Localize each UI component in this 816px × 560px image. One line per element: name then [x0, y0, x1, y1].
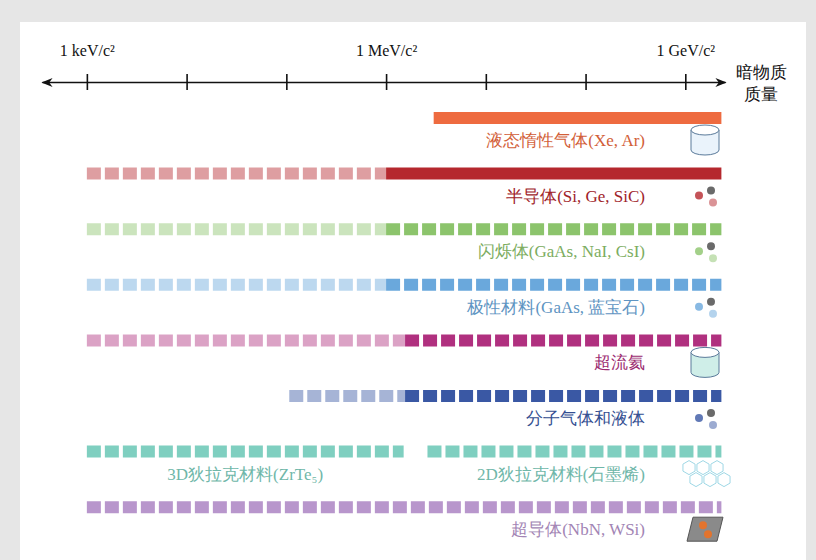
range-bar: [405, 334, 721, 346]
range-bar: [87, 334, 405, 346]
range-bar: [405, 390, 721, 402]
material-icon: [695, 242, 717, 262]
labels: 液态惰性气体(Xe, Ar) 半导体(Si, Ge, SiC) 闪烁体(GaAs, …: [167, 131, 645, 539]
tick: [187, 74, 188, 90]
tick-mark: [685, 74, 687, 90]
range-bar: [386, 168, 721, 180]
tick: [286, 74, 287, 90]
plot-area: [87, 118, 722, 507]
range-bar: [386, 279, 721, 291]
material-icon: [695, 409, 717, 429]
frame: [0, 0, 816, 560]
series-label: 3D狄拉克材料(ZrTe₅): [167, 465, 323, 484]
range-bar: [427, 446, 721, 458]
range-bar: [87, 446, 404, 458]
panel: [20, 22, 806, 560]
axis-line: [43, 82, 726, 84]
tick-mark: [286, 74, 288, 90]
series-label: 2D狄拉克材料(石墨烯): [477, 465, 645, 484]
range-bar: [289, 390, 405, 402]
tick-label: 1 MeV/c²: [356, 42, 417, 59]
tick: 1 MeV/c²: [356, 42, 417, 90]
range-bar: [87, 501, 722, 513]
tick-mark: [386, 74, 388, 90]
tick-mark: [186, 74, 188, 90]
chart: 1 keV/c² 1 MeV/c² 1 GeV/c² 暗物质质量液态惰性气体(Xe, …: [0, 0, 816, 560]
tick-mark: [87, 74, 89, 90]
material-icon: [687, 517, 723, 541]
material-icon: [691, 347, 719, 377]
tick: 1 keV/c²: [60, 42, 115, 90]
tick: [586, 74, 587, 90]
tick-label: 1 GeV/c²: [657, 42, 716, 59]
tick-label: 1 keV/c²: [60, 42, 115, 59]
series-label: 闪烁体(GaAs, NaI, CsI): [478, 242, 645, 261]
material-icon: [683, 461, 730, 487]
series-label: 极性材料(GaAs, 蓝宝石): [466, 298, 645, 317]
range-bar: [87, 168, 386, 180]
material-icon: [695, 298, 717, 318]
material-icon: [695, 187, 717, 207]
series-label: 超导体(NbN, WSi): [511, 520, 645, 539]
tick: 1 GeV/c²: [657, 42, 716, 90]
x-axis: 1 keV/c² 1 MeV/c² 1 GeV/c²: [43, 42, 726, 90]
range-bar: [87, 223, 386, 235]
tick-mark: [486, 74, 488, 90]
series-label: 分子气体和液体: [526, 409, 645, 428]
range-bar: [434, 112, 722, 124]
material-icon: [691, 125, 719, 155]
tick-mark: [585, 74, 587, 90]
series-label: 超流氦: [594, 353, 645, 372]
tick: [486, 74, 487, 90]
icons: [683, 125, 730, 541]
axis-title: 暗物质质量: [736, 63, 787, 104]
series-label: 液态惰性气体(Xe, Ar): [486, 131, 645, 150]
series-label: 半导体(Si, Ge, SiC): [506, 187, 645, 206]
range-bar: [386, 223, 721, 235]
range-bar: [87, 279, 386, 291]
